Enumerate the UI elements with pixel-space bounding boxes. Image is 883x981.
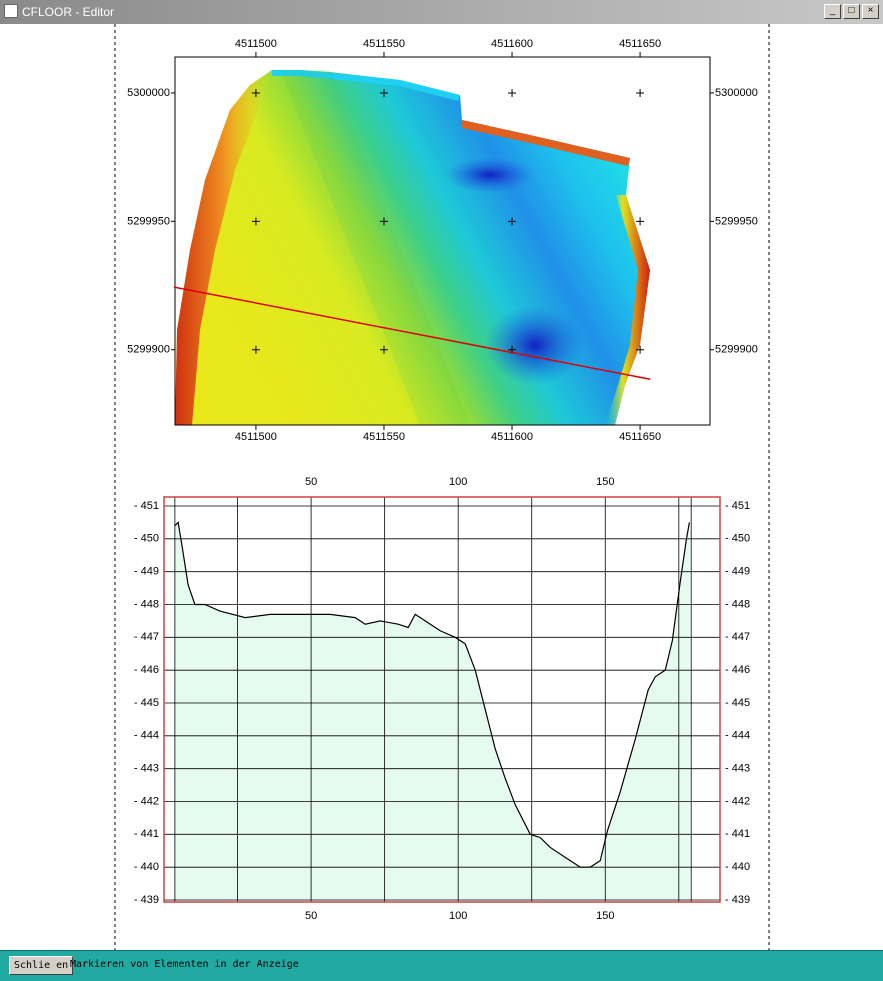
y-tick-label: 5299900: [715, 344, 758, 356]
status-message: Markieren von Elementen in der Anzeige: [70, 959, 299, 970]
y-tick-label: - 447: [134, 631, 159, 643]
y-tick-label: - 450: [134, 533, 159, 545]
minimize-button[interactable]: _: [824, 4, 841, 19]
grid-cross: [636, 88, 645, 97]
editor-canvas: 4511500 4511500 4511550 4511550 4511600 45116…: [114, 24, 770, 950]
y-tick-label: - 443: [134, 763, 159, 775]
x-tick-label: 4511500: [235, 431, 277, 443]
grid-cross: [251, 345, 260, 354]
y-tick-label: - 451: [134, 500, 159, 512]
y-tick-label: - 445: [725, 697, 750, 709]
y-tick-label: - 451: [725, 500, 750, 512]
map-frame: [174, 56, 711, 426]
y-tick-label: - 447: [725, 631, 750, 643]
y-tick-label: - 440: [725, 861, 750, 873]
y-tick-label: 5300000: [127, 87, 170, 99]
y-tick-label: 5299900: [127, 344, 170, 356]
grid-cross: [251, 217, 260, 226]
x-tick-label: 4511600: [491, 38, 533, 50]
y-tick-label: - 446: [134, 664, 159, 676]
x-tick-label: 150: [596, 476, 614, 488]
y-tick-label: 5300000: [715, 87, 758, 99]
grid-cross: [508, 88, 517, 97]
profile-line: [173, 286, 651, 381]
x-tick-label: 100: [449, 910, 467, 922]
grid-cross: [379, 88, 388, 97]
y-tick-label: - 439: [725, 894, 750, 906]
y-tick-label: - 442: [725, 795, 750, 807]
profile-area: [174, 522, 690, 902]
y-tick-label: - 444: [725, 730, 750, 742]
x-tick-label: 50: [305, 476, 317, 488]
x-tick-label: 4511500: [235, 38, 277, 50]
grid-cross: [379, 345, 388, 354]
y-tick-label: - 440: [134, 861, 159, 873]
y-tick-label: - 442: [134, 795, 159, 807]
profile-line: [174, 521, 690, 868]
maximize-button[interactable]: □: [843, 4, 860, 19]
y-tick-label: - 446: [725, 664, 750, 676]
y-tick-label: - 448: [725, 598, 750, 610]
y-tick-label: - 449: [134, 566, 159, 578]
x-tick-label: 50: [305, 910, 317, 922]
y-tick-label: - 444: [134, 730, 159, 742]
y-tick-label: - 448: [134, 598, 159, 610]
y-tick-label: - 445: [134, 697, 159, 709]
grid-cross: [636, 217, 645, 226]
window-title: CFLOOR - Editor: [22, 5, 115, 19]
bathymetry-image: [175, 70, 650, 425]
grid-cross: [508, 217, 517, 226]
y-tick-label: - 441: [725, 828, 750, 840]
x-tick-label: 4511550: [363, 431, 405, 443]
y-tick-label: - 450: [725, 533, 750, 545]
x-tick-label: 4511650: [619, 431, 661, 443]
x-tick-label: 4511650: [619, 38, 661, 50]
close-button[interactable]: Schlie en: [9, 956, 74, 975]
x-tick-label: 4511600: [491, 431, 533, 443]
grid-cross: [379, 217, 388, 226]
app-icon: [4, 4, 18, 18]
grid-cross: [636, 345, 645, 354]
y-tick-label: 5299950: [127, 215, 170, 227]
x-tick-label: 4511550: [363, 38, 405, 50]
y-tick-label: - 443: [725, 763, 750, 775]
profile-frame: [163, 496, 721, 903]
y-tick-label: 5299950: [715, 215, 758, 227]
y-tick-label: - 439: [134, 894, 159, 906]
x-tick-label: 150: [596, 910, 614, 922]
y-tick-label: - 449: [725, 566, 750, 578]
close-button[interactable]: ×: [862, 4, 879, 19]
profile-layer: [164, 497, 720, 902]
title-bar: CFLOOR - Editor _ □ ×: [0, 0, 883, 24]
grid-cross: [251, 88, 260, 97]
y-tick-label: - 441: [134, 828, 159, 840]
status-bar: Schlie en Markieren von Elementen in der…: [0, 950, 883, 981]
x-tick-label: 100: [449, 476, 467, 488]
window-buttons: _ □ ×: [824, 4, 879, 19]
